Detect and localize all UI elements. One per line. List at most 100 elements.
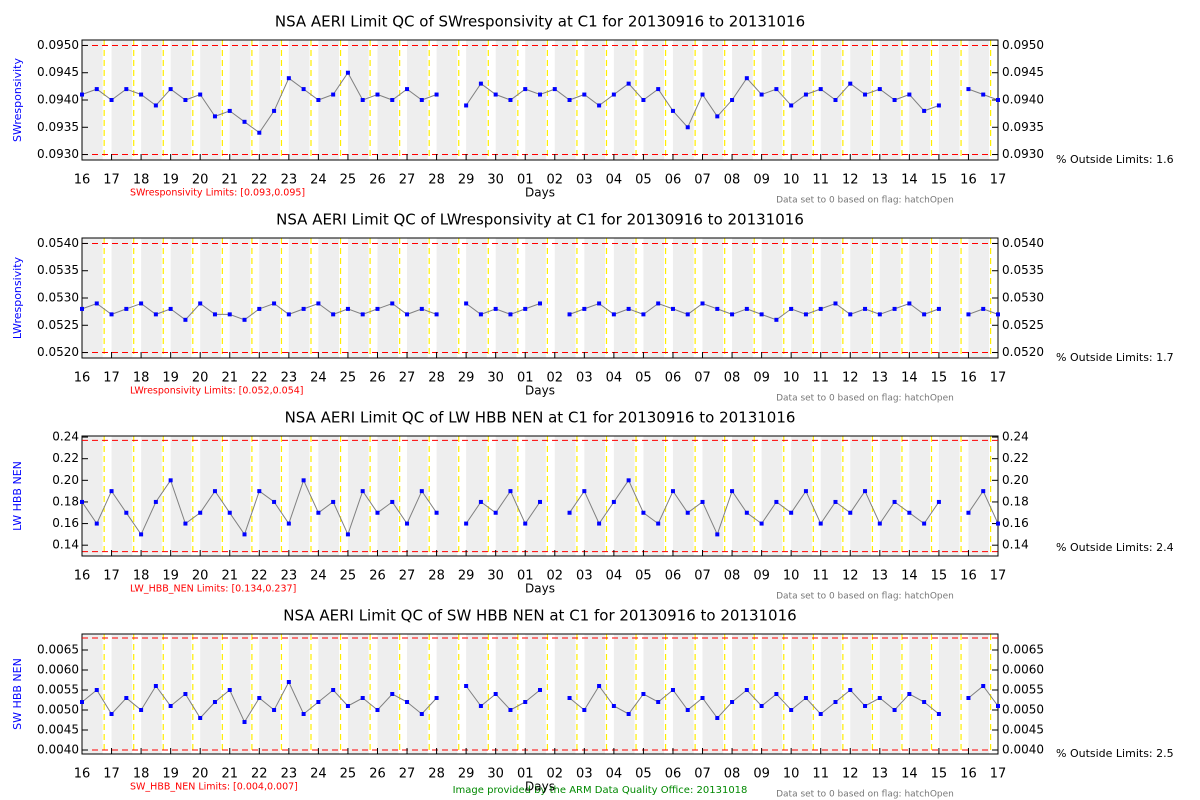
- x-tick-label: 17: [990, 767, 1007, 782]
- x-tick-label: 29: [458, 767, 475, 782]
- day-band: [909, 40, 931, 160]
- x-tick-label: 18: [133, 371, 150, 386]
- day-band: [407, 238, 428, 358]
- day-band: [436, 238, 458, 358]
- day-band: [466, 634, 487, 754]
- data-point: [538, 499, 542, 504]
- data-point: [803, 696, 808, 700]
- data-point: [198, 510, 203, 515]
- day-band: [702, 436, 724, 556]
- x-tick-label: 05: [635, 767, 652, 782]
- data-point: [744, 688, 749, 692]
- x-tick-label: 06: [665, 173, 682, 188]
- y2-tick-label: 0.0950: [1002, 38, 1044, 52]
- y2-tick-label: 0.16: [1002, 516, 1029, 530]
- x-tick-label: 14: [901, 569, 918, 584]
- flag-note: Data set to 0 based on flag: hatchOpen: [776, 394, 954, 404]
- data-point: [656, 301, 661, 306]
- data-point: [434, 696, 439, 700]
- day-band: [495, 634, 517, 754]
- day-band: [761, 436, 783, 556]
- data-point: [803, 92, 808, 97]
- x-tick-label: 25: [340, 173, 357, 188]
- day-band: [850, 634, 871, 754]
- data-point: [80, 700, 84, 704]
- day-band: [288, 436, 310, 556]
- data-point: [700, 499, 705, 504]
- x-tick-label: 06: [665, 371, 682, 386]
- day-band: [613, 238, 635, 358]
- day-band: [820, 436, 842, 556]
- data-point: [803, 312, 808, 317]
- limits-label: LW_HBB_NEN Limits: [0.134,0.237]: [130, 584, 296, 595]
- data-point: [877, 87, 882, 92]
- day-band: [259, 238, 280, 358]
- day-band: [229, 436, 251, 556]
- data-point: [434, 510, 439, 515]
- x-tick-label: 14: [901, 173, 918, 188]
- x-tick-label: 08: [724, 569, 741, 584]
- data-point: [848, 510, 853, 515]
- day-band: [938, 634, 960, 754]
- data-point: [464, 521, 469, 526]
- data-point: [774, 317, 779, 322]
- data-point: [153, 312, 158, 317]
- day-band: [377, 40, 399, 160]
- y-tick-label: 0.20: [52, 473, 79, 487]
- y-tick-label: 0.0065: [37, 643, 79, 657]
- day-band: [672, 634, 694, 754]
- data-point: [375, 306, 380, 311]
- x-tick-label: 09: [753, 767, 770, 782]
- data-point: [848, 81, 853, 86]
- data-point: [996, 312, 1000, 317]
- data-point: [877, 696, 882, 700]
- data-point: [345, 70, 350, 75]
- panel-title: NSA AERI Limit QC of SW HBB NEN at C1 fo…: [283, 607, 796, 625]
- limits-label: SW_HBB_NEN Limits: [0.004,0.007]: [130, 782, 298, 793]
- data-point: [996, 704, 1000, 708]
- x-tick-label: 20: [192, 371, 209, 386]
- data-point: [567, 98, 572, 102]
- data-point: [670, 108, 675, 113]
- data-point: [759, 312, 764, 317]
- y-axis-label: SW HBB NEN: [11, 658, 24, 730]
- data-point: [508, 98, 513, 102]
- y2-tick-label: 0.0055: [1002, 683, 1044, 697]
- x-tick-label: 12: [842, 767, 859, 782]
- data-point: [597, 103, 602, 108]
- x-tick-label: 29: [458, 371, 475, 386]
- data-point: [685, 125, 690, 130]
- x-tick-label: 11: [812, 371, 829, 386]
- day-band: [968, 436, 990, 556]
- day-band: [229, 634, 251, 754]
- day-band: [968, 238, 990, 358]
- day-band: [761, 40, 783, 160]
- x-tick-label: 19: [162, 767, 179, 782]
- x-tick-label: 26: [369, 173, 386, 188]
- day-band: [584, 238, 606, 358]
- y2-tick-label: 0.0940: [1002, 93, 1044, 107]
- day-band: [702, 634, 724, 754]
- y-tick-label: 0.0050: [37, 703, 79, 717]
- data-point: [715, 716, 720, 720]
- x-tick-label: 15: [931, 767, 948, 782]
- data-point: [478, 499, 483, 504]
- y2-tick-label: 0.0065: [1002, 643, 1044, 657]
- footer: Image provided by the ARM Data Quality O…: [453, 785, 748, 796]
- y-tick-label: 0.18: [52, 494, 79, 508]
- day-band: [791, 40, 812, 160]
- data-point: [818, 521, 823, 526]
- day-band: [495, 238, 517, 358]
- data-point: [464, 103, 469, 108]
- data-point: [360, 312, 365, 317]
- data-point: [774, 692, 779, 696]
- x-tick-label: 15: [931, 173, 948, 188]
- data-point: [272, 708, 277, 712]
- data-point: [818, 712, 823, 716]
- day-band: [377, 238, 399, 358]
- day-band: [938, 238, 960, 358]
- x-tick-label: 29: [458, 173, 475, 188]
- day-band: [791, 238, 812, 358]
- data-point: [966, 696, 971, 700]
